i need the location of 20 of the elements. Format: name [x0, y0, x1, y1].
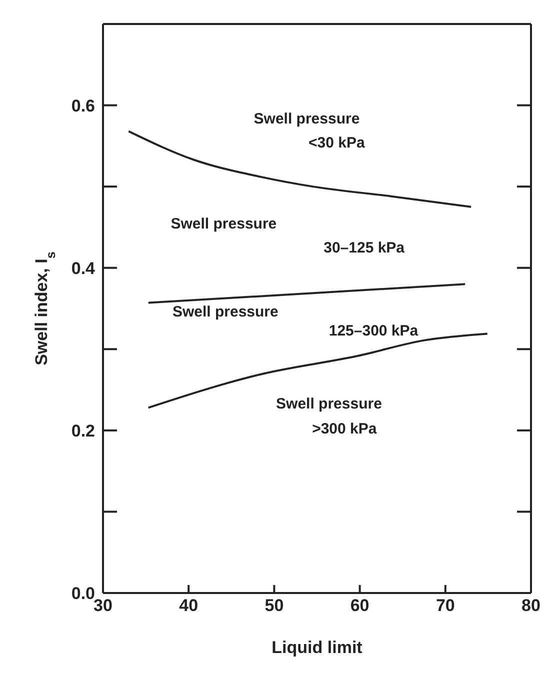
x-tick-label: 40 — [179, 596, 198, 616]
x-tick-label: 30 — [94, 596, 112, 616]
x-tick-label: 60 — [350, 596, 370, 616]
annotation: Swell pressure — [254, 110, 360, 128]
annotation: <30 kPa — [308, 134, 365, 152]
y-tick-label: 0.0 — [71, 584, 95, 604]
annotation: Swell pressure — [172, 303, 278, 320]
annotation: Swell pressure — [276, 395, 382, 412]
annotation: 30–125 kPa — [324, 240, 405, 257]
annotation: 125–300 kPa — [328, 322, 418, 340]
x-tick-label: 70 — [436, 596, 455, 616]
x-tick-label: 80 — [522, 596, 540, 616]
annotation: Swell pressure — [170, 215, 277, 232]
line-series — [128, 130, 472, 208]
x-tick-label: 50 — [264, 596, 284, 616]
x-axis-title: Liquid limit — [272, 638, 363, 657]
y-tick-label: 0.6 — [71, 96, 95, 116]
y-tick-label: 0.4 — [71, 258, 96, 278]
annotation: >300 kPa — [312, 420, 377, 438]
y-tick-label: 0.2 — [71, 421, 95, 440]
